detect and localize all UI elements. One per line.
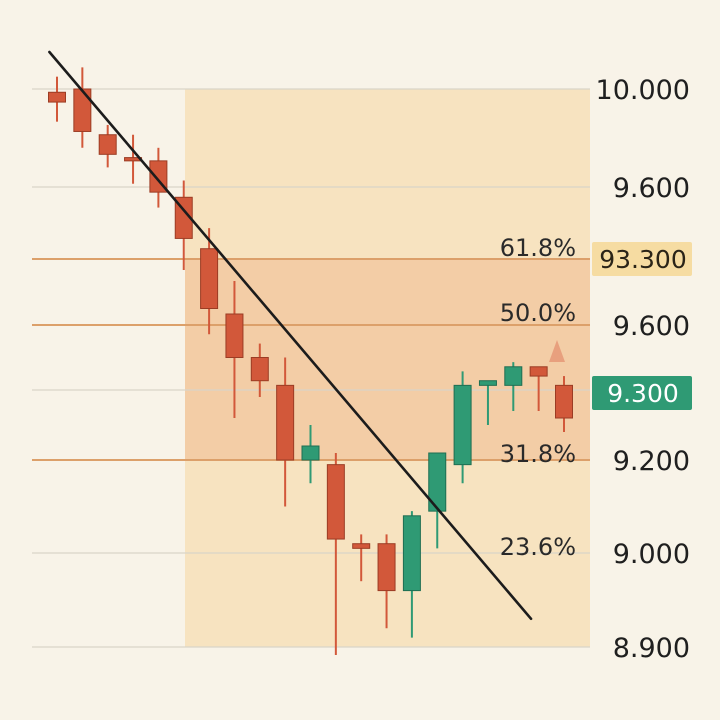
y-tick-label: 10.000 [596, 75, 690, 106]
y-tick-label: 9.600 [613, 311, 690, 342]
candle-down [529, 366, 548, 377]
candle-down [200, 248, 219, 309]
candle-up [504, 366, 523, 386]
price-badge-highlight [592, 242, 692, 276]
candle-down [225, 313, 244, 358]
y-tick-label: 9.000 [613, 539, 690, 570]
trendline [48, 50, 533, 621]
y-tick-label: 9.200 [613, 446, 690, 477]
y-tick-label: 8.900 [613, 633, 690, 664]
candle-up [453, 384, 472, 466]
candle-up [301, 445, 320, 461]
y-tick-label: 9.600 [613, 173, 690, 204]
candle-down [98, 134, 117, 155]
price-badge-current-label: 9.300 [607, 379, 679, 408]
fib-label: 61.8% [500, 234, 576, 262]
fib-zone-inner [185, 259, 590, 460]
candle-down [555, 384, 573, 419]
candle-up [402, 515, 421, 592]
candle-down [377, 543, 396, 592]
price-badge-label: 93.300 [599, 245, 686, 274]
fib-label: 31.8% [500, 440, 576, 468]
fib-label: 23.6% [500, 533, 576, 561]
up-arrow-icon [549, 340, 565, 362]
candle-down [174, 196, 193, 239]
candle-down [276, 384, 295, 461]
candle-up [478, 380, 497, 386]
candle-down [352, 543, 371, 549]
candle-down [73, 88, 92, 132]
candle-down [250, 357, 269, 382]
candle-up [428, 452, 447, 512]
price-badge-current [592, 376, 692, 410]
candle-down [326, 464, 345, 540]
candle-down [48, 91, 66, 103]
fib-label: 50.0% [500, 299, 576, 327]
